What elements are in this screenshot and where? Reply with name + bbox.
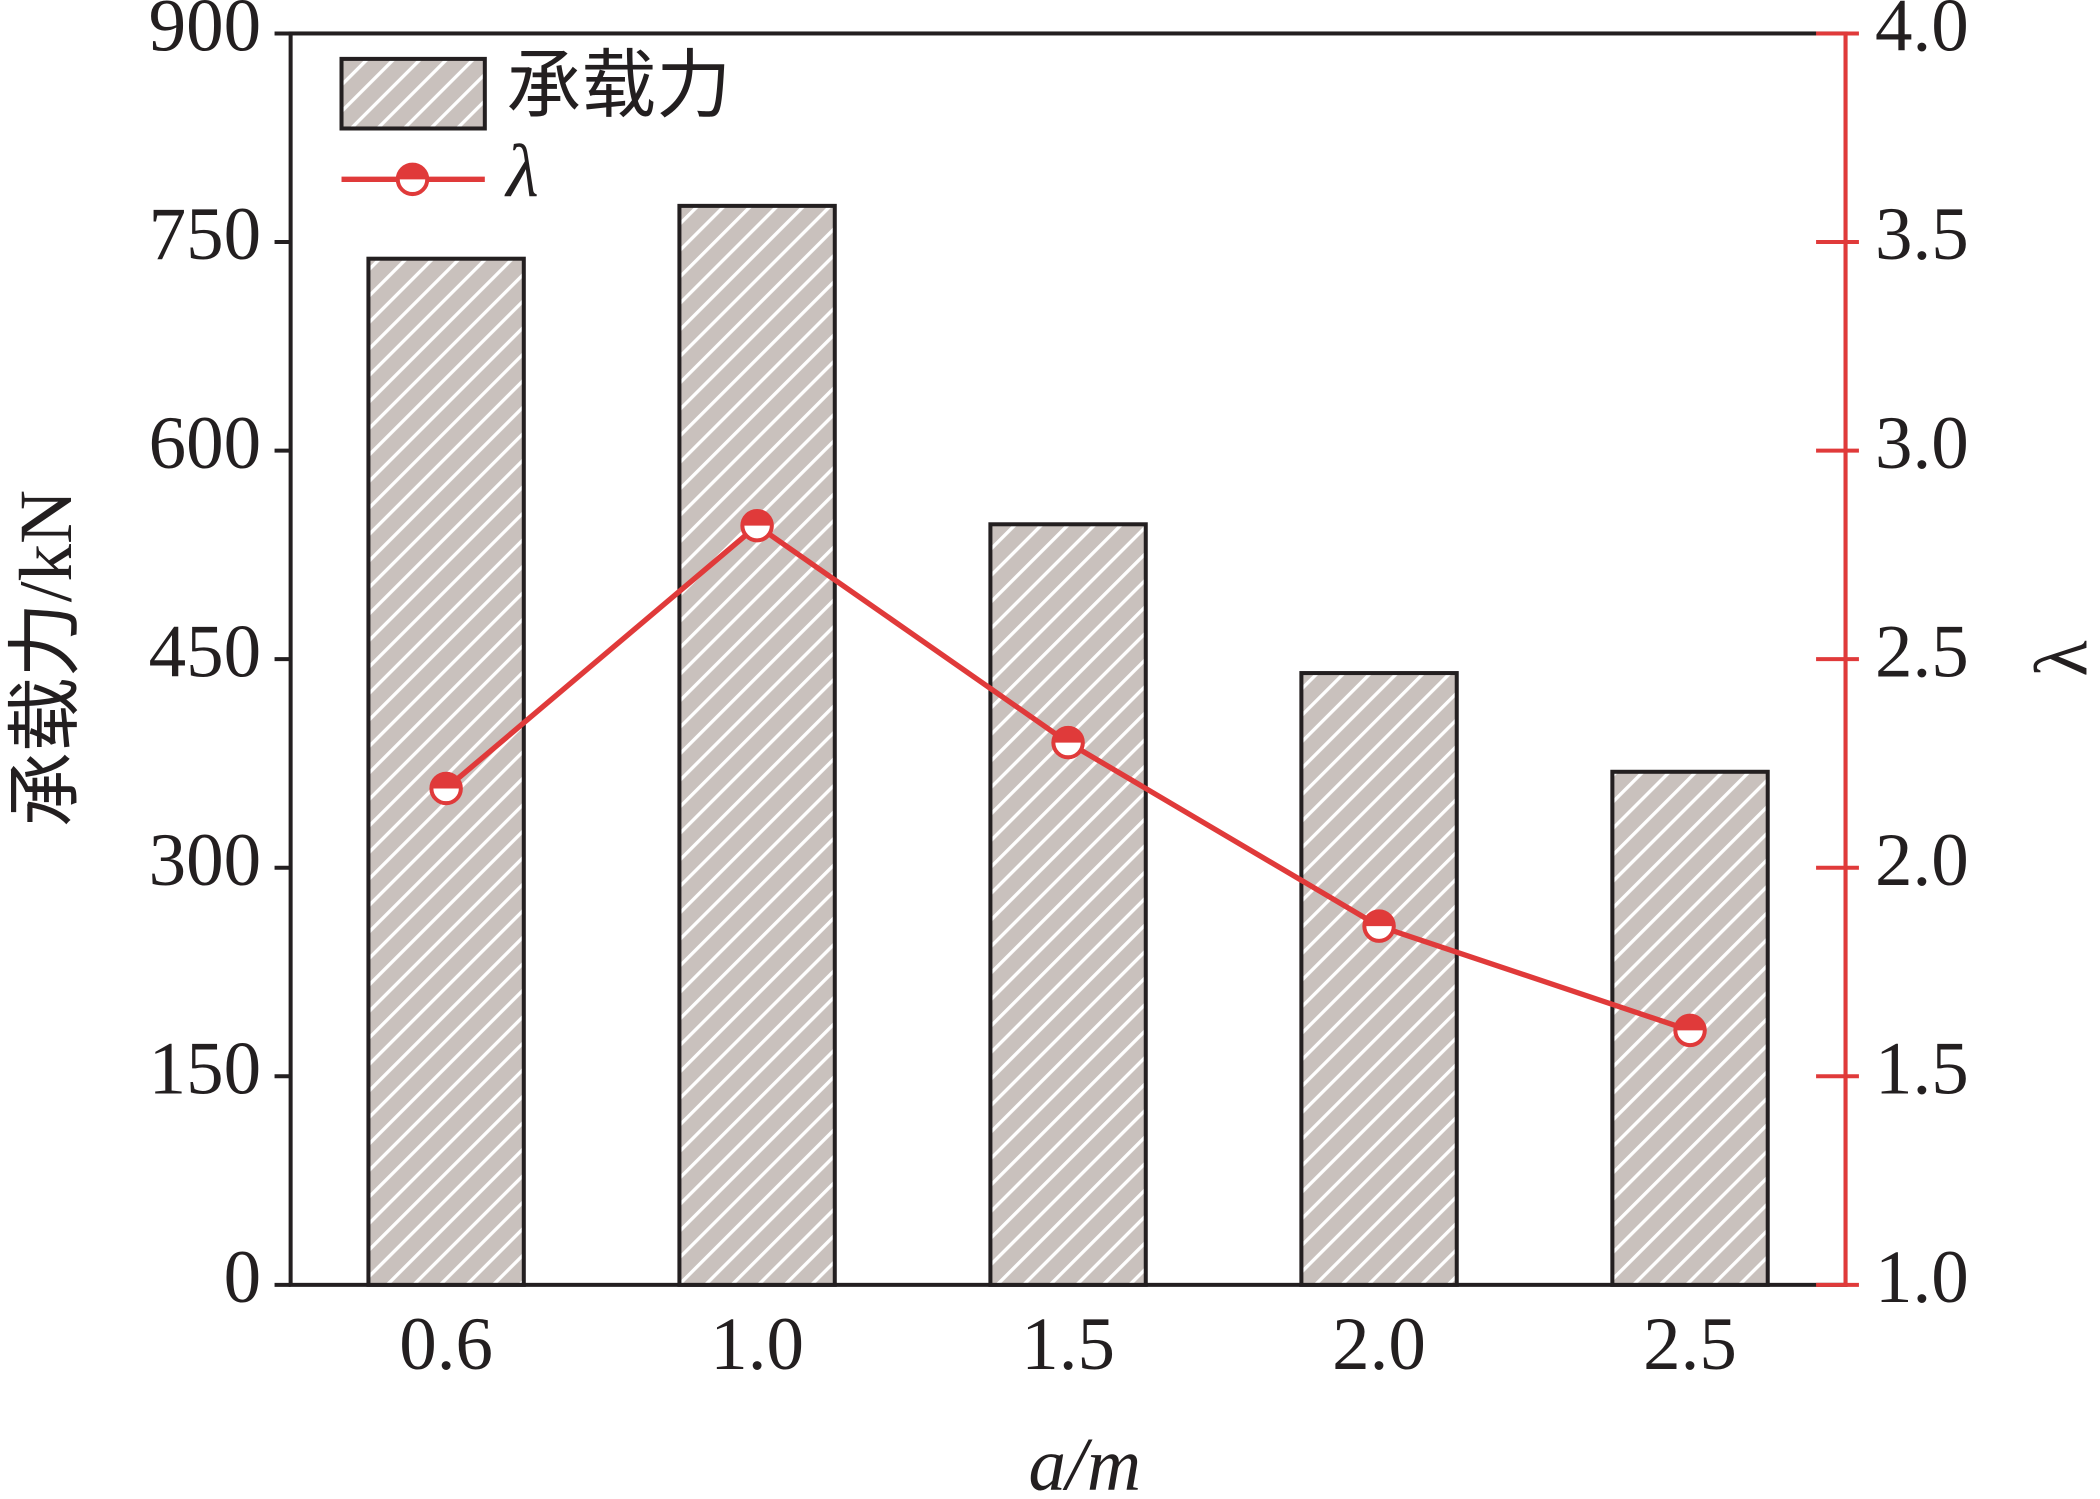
bar <box>988 522 1148 1287</box>
legend-label: λ <box>504 131 538 214</box>
y-tick-label: 450 <box>149 610 261 693</box>
point-marker <box>429 771 463 806</box>
y-tick-label: 0 <box>224 1236 261 1319</box>
legend-label: 承载力 <box>506 45 731 128</box>
y-tick-label: 900 <box>149 0 261 68</box>
y-axis-label: 承载力/kN <box>5 490 88 827</box>
x-tick-label: 0.6 <box>399 1303 493 1386</box>
y2-tick-label: 1.0 <box>1875 1236 1969 1319</box>
y2-tick-label: 4.0 <box>1875 0 1969 68</box>
y2-tick-label: 3.5 <box>1875 193 1969 276</box>
x-tick-label: 1.0 <box>710 1303 804 1386</box>
point-marker <box>395 162 430 197</box>
x-tick-label: 2.5 <box>1643 1303 1737 1386</box>
y2-tick-label: 2.5 <box>1875 610 1969 693</box>
x-tick-label: 2.0 <box>1332 1303 1426 1386</box>
y-tick-label: 300 <box>149 819 261 902</box>
point-marker <box>740 508 774 543</box>
y-tick-label: 750 <box>149 193 261 276</box>
x-tick-label: 1.5 <box>1021 1303 1115 1386</box>
y2-tick-label: 3.0 <box>1875 402 1969 485</box>
y-tick-label: 150 <box>149 1028 261 1111</box>
legend-swatch <box>339 56 487 131</box>
x-axis-label: a/m <box>1029 1423 1141 1499</box>
y2-tick-label: 2.0 <box>1875 819 1969 902</box>
bar <box>677 203 837 1287</box>
y2-tick-label: 1.5 <box>1875 1028 1969 1111</box>
bar <box>1299 671 1459 1287</box>
point-marker <box>1362 909 1396 943</box>
point-marker <box>1051 725 1085 760</box>
y-tick-label: 600 <box>149 402 261 485</box>
point-marker <box>1673 1013 1707 1048</box>
y2-axis-label: λ <box>2020 640 2100 676</box>
